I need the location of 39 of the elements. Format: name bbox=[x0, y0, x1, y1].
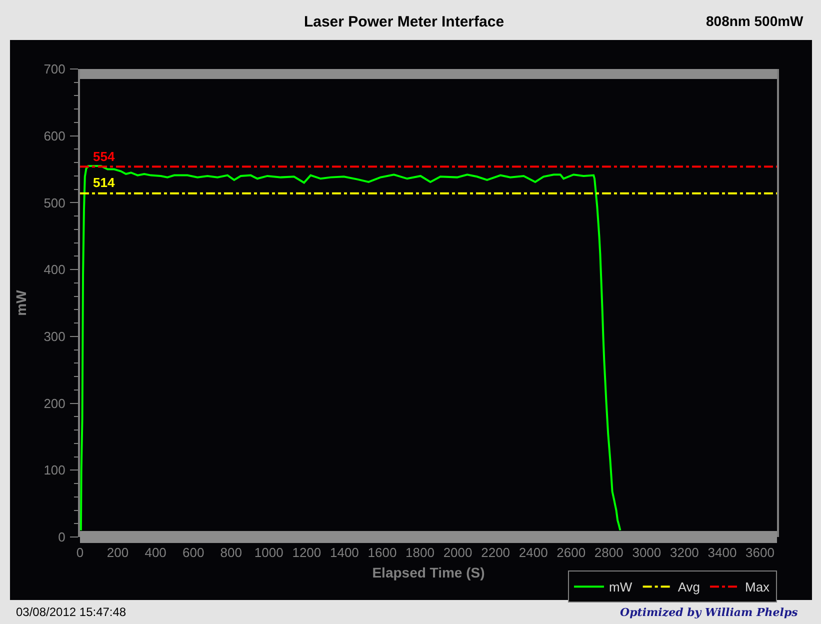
x-tick-label: 200 bbox=[106, 545, 129, 560]
y-tick-label: 400 bbox=[44, 262, 66, 278]
annotation: 554 bbox=[93, 149, 116, 164]
x-tick-label: 1600 bbox=[368, 545, 397, 560]
x-tick-label: 600 bbox=[182, 545, 204, 560]
x-tick-label: 2400 bbox=[518, 545, 548, 560]
y-tick-label: 500 bbox=[44, 195, 66, 210]
y-tick-label: 100 bbox=[44, 462, 66, 478]
x-tick-label: 3200 bbox=[670, 545, 699, 560]
chart-title: Laser Power Meter Interface bbox=[304, 13, 504, 30]
y-axis-title: mW bbox=[12, 289, 29, 316]
x-tick-label: 0 bbox=[76, 545, 84, 560]
x-tick-label: 400 bbox=[144, 545, 166, 560]
x-tick-label: 2600 bbox=[556, 545, 586, 560]
x-tick-label: 1800 bbox=[406, 545, 434, 560]
text: Optimized by William Phelps bbox=[620, 606, 798, 619]
annotation: 514 bbox=[93, 175, 116, 190]
y-tick-label: 0 bbox=[58, 530, 66, 545]
x-tick-label: 3000 bbox=[632, 545, 662, 560]
x-tick-label: 2200 bbox=[481, 545, 510, 560]
legend-label: Avg bbox=[678, 580, 700, 595]
legend-label: Max bbox=[745, 580, 770, 595]
x-tick-label: 1400 bbox=[330, 545, 359, 560]
y-tick-label: 700 bbox=[44, 62, 66, 77]
x-tick-label: 3400 bbox=[708, 545, 737, 560]
line-series bbox=[80, 164, 622, 532]
text: 03/08/2012 15:47:48 bbox=[16, 605, 126, 619]
legend-label: mW bbox=[609, 580, 633, 595]
x-tick-label: 3600 bbox=[746, 545, 774, 560]
x-tick-label: 2800 bbox=[594, 545, 624, 560]
chart-subtitle: 808nm 500mW bbox=[706, 13, 804, 29]
x-axis-title: Elapsed Time (S) bbox=[372, 564, 485, 580]
y-tick-label: 300 bbox=[44, 328, 66, 344]
x-tick-label: 1000 bbox=[254, 545, 284, 560]
x-tick-label: 1200 bbox=[292, 545, 322, 560]
y-tick-label: 600 bbox=[44, 128, 66, 144]
y-tick-label: 200 bbox=[44, 396, 66, 411]
x-tick-label: 2000 bbox=[443, 545, 472, 560]
x-tick-label: 800 bbox=[220, 545, 242, 560]
